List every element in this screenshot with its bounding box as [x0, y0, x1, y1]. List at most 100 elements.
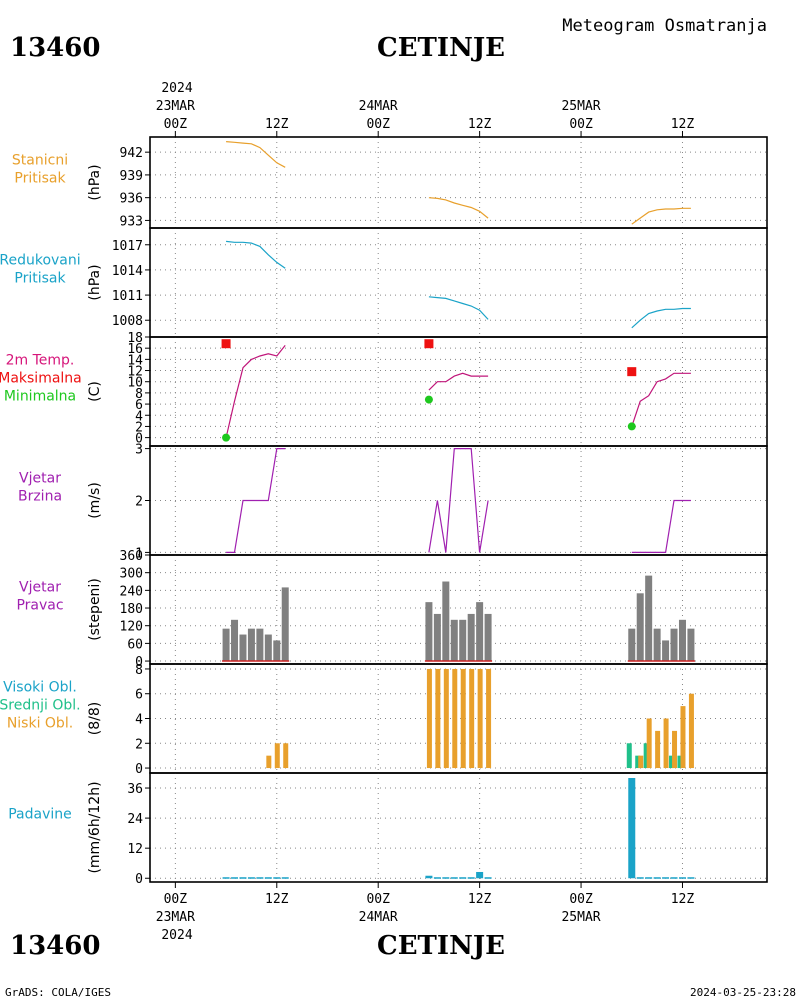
bottom-year-label: 2024	[161, 928, 192, 943]
series-line	[631, 307, 691, 329]
bar	[628, 628, 636, 662]
product-title: Meteogram Osmatranja	[562, 16, 767, 36]
series-line	[226, 240, 286, 269]
panel-1: 1008 1011 1014 1017 (hPa) Redukovani Pritisak	[0, 227, 768, 338]
y-tick-label: 6	[135, 398, 143, 413]
bar	[663, 718, 669, 769]
bar	[476, 602, 484, 662]
bar	[247, 628, 255, 662]
bar	[484, 613, 492, 662]
panel-label-line: Stanicni	[12, 153, 68, 169]
bar	[281, 587, 289, 662]
min-temp-marker	[424, 395, 433, 404]
bar	[283, 743, 289, 769]
series-line	[631, 499, 691, 554]
station-name-bottom: CETINJE	[377, 931, 505, 961]
bar	[274, 743, 280, 769]
bar	[425, 602, 433, 662]
top-year-label: 2024	[161, 81, 192, 96]
bar	[222, 877, 230, 879]
min-temp-marker	[222, 433, 231, 442]
bottom-hour-label: 00Z	[569, 892, 593, 907]
panel-label-line: Minimalna	[4, 389, 76, 405]
bar	[688, 693, 694, 769]
y-tick-label: 2	[135, 420, 143, 435]
y-tick-label: 12	[127, 842, 143, 857]
panel-label-line: Vjetar	[19, 580, 61, 596]
panel-0: 933 936 939 942 (hPa) Stanicni Pritisak	[12, 136, 768, 229]
top-hour-label: 00Z	[366, 117, 390, 132]
panel-label-line: Pravac	[16, 598, 63, 614]
top-hour-label: 00Z	[164, 117, 188, 132]
timestamp-text: 2024-03-25-23:28	[690, 986, 796, 999]
bar	[273, 640, 281, 662]
bar	[452, 668, 458, 769]
bar	[433, 877, 441, 879]
bar	[222, 628, 230, 662]
bar	[677, 755, 683, 769]
bar	[636, 877, 644, 879]
top-hour-label: 12Z	[671, 117, 695, 132]
y-tick-label: 24	[127, 812, 143, 827]
max-temp-marker	[627, 367, 637, 377]
credit-text: GrADS: COLA/IGES	[5, 986, 111, 999]
series-line	[428, 296, 489, 320]
bar	[442, 581, 450, 662]
y-tick-label: 2	[135, 495, 143, 510]
y-tick-label: 942	[120, 146, 143, 161]
bar	[256, 877, 264, 879]
bottom-time-axis: 00Z 12Z 00Z 12Z 00Z 12Z 23MAR 24MAR 25MAR	[156, 892, 695, 925]
y-tick-label: 933	[120, 214, 143, 229]
bar	[231, 877, 239, 879]
bar	[672, 730, 678, 769]
bar	[476, 871, 484, 879]
bottom-hour-label: 12Z	[468, 892, 492, 907]
bar	[433, 613, 441, 662]
bar	[687, 628, 695, 662]
bar	[264, 634, 272, 662]
bottom-hour-label: 00Z	[366, 892, 390, 907]
bar	[460, 668, 466, 769]
top-hour-label: 12Z	[468, 117, 492, 132]
max-temp-marker	[424, 339, 434, 349]
bar	[450, 877, 458, 879]
station-id-top: 13460	[10, 33, 100, 63]
bar	[443, 668, 449, 769]
bar	[680, 706, 686, 769]
y-axis-label: (stepeni)	[87, 578, 103, 641]
panel-label-line: Pritisak	[14, 271, 66, 287]
bar	[484, 877, 492, 879]
panel-3: 1 2 3 (m/s) Vjetar Brzina	[18, 443, 768, 561]
y-tick-label: 936	[120, 192, 143, 207]
panel-label-line: Padavine	[8, 807, 72, 823]
series-line	[428, 448, 489, 553]
bar	[643, 743, 649, 769]
bar	[653, 628, 661, 662]
bottom-hour-label: 12Z	[671, 892, 695, 907]
y-tick-label: 60	[127, 637, 143, 652]
bar	[638, 755, 644, 769]
y-tick-label: 120	[120, 620, 143, 635]
y-tick-label: 18	[127, 331, 143, 346]
y-tick-label: 14	[127, 353, 143, 368]
top-time-axis: 23MAR 24MAR 25MAR 00Z 12Z 00Z 12Z 00Z 12Z	[156, 99, 695, 132]
series-line	[428, 197, 489, 219]
y-axis-label: (hPa)	[87, 264, 103, 300]
bar	[669, 755, 675, 769]
bar	[645, 575, 653, 662]
panel-frame	[149, 772, 768, 883]
bar	[247, 877, 255, 879]
bar	[442, 877, 450, 879]
y-tick-label: 360	[120, 549, 143, 564]
panel-label-line: Visoki Obl.	[3, 680, 77, 696]
y-tick-label: 4	[135, 713, 143, 728]
y-tick-label: 8	[135, 387, 143, 402]
station-id-bottom: 13460	[10, 931, 100, 961]
bar	[626, 743, 632, 769]
y-tick-label: 300	[120, 567, 143, 582]
panel-label-line: Pritisak	[14, 171, 66, 187]
bar	[687, 877, 695, 879]
bar	[239, 877, 247, 879]
meteogram-panels: 933936939942(hPa)StanicniPritisak1008101…	[0, 131, 768, 888]
